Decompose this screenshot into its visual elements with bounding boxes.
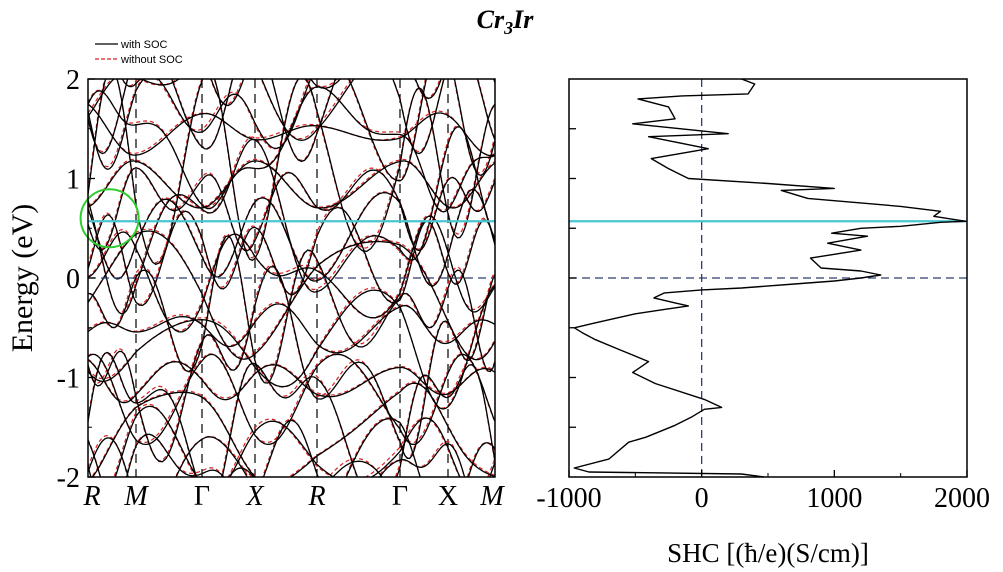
k-point-label: R bbox=[82, 481, 100, 512]
legend-label-without-soc: without SOC bbox=[120, 54, 183, 66]
shc-x-tick-label: 2000 bbox=[934, 483, 990, 514]
k-point-label: R bbox=[307, 481, 325, 512]
shc-x-tick-label: 0 bbox=[695, 483, 709, 514]
band-line-with-soc bbox=[88, 79, 495, 163]
band-line-without-soc bbox=[88, 358, 495, 402]
band-line-without-soc bbox=[88, 353, 495, 444]
band-y-tick-label: -2 bbox=[57, 463, 80, 494]
band-y-tick-label: -1 bbox=[57, 364, 80, 395]
band-line-with-soc bbox=[88, 359, 495, 404]
shc-x-axis-label: SHC [(ħ/e)(S/cm)] bbox=[667, 538, 869, 568]
k-point-label: Γ bbox=[392, 481, 408, 512]
shc-series-line bbox=[573, 79, 967, 477]
title-subscript: 3 bbox=[503, 18, 513, 38]
band-line-with-soc bbox=[88, 303, 495, 354]
k-point-label: X bbox=[438, 481, 458, 512]
band-y-tick-label: 2 bbox=[66, 65, 80, 96]
band-y-ticks: -2 -1 0 1 2 bbox=[57, 65, 95, 494]
band-line-without-soc bbox=[88, 79, 353, 140]
shc-x-tick-label: 1000 bbox=[806, 483, 862, 514]
shc-x-tick-label: -1000 bbox=[536, 483, 601, 514]
k-point-label: M bbox=[123, 481, 149, 512]
band-line-with-soc bbox=[88, 284, 495, 410]
band-line-without-soc bbox=[88, 352, 495, 477]
crossing-circle-marker bbox=[79, 188, 140, 249]
band-y-axis-label: Energy (eV) bbox=[6, 204, 39, 353]
k-point-label: Γ bbox=[194, 481, 210, 512]
band-line-without-soc bbox=[88, 417, 421, 477]
band-line-with-soc bbox=[88, 160, 495, 209]
chart-title: Cr3Ir bbox=[477, 5, 535, 38]
k-point-label: X bbox=[245, 481, 264, 512]
band-y-tick-label: 1 bbox=[66, 165, 80, 196]
band-line-with-soc bbox=[91, 382, 495, 477]
band-line-with-soc bbox=[88, 79, 355, 142]
k-point-label: M bbox=[479, 481, 505, 512]
band-line-with-soc bbox=[88, 351, 495, 477]
band-line-with-soc bbox=[121, 79, 495, 107]
legend-label-with-soc: with SOC bbox=[120, 39, 168, 51]
shc-curve bbox=[573, 79, 967, 477]
legend: with SOC without SOC bbox=[95, 39, 183, 66]
band-line-with-soc bbox=[88, 235, 495, 384]
band-line-with-soc bbox=[88, 215, 495, 333]
band-line-with-soc bbox=[88, 167, 495, 252]
band-line-with-soc bbox=[88, 230, 495, 361]
band-line-with-soc bbox=[88, 266, 495, 463]
shc-y-ticks bbox=[569, 128, 576, 428]
band-line-without-soc bbox=[88, 85, 495, 212]
band-line-with-soc bbox=[88, 206, 495, 306]
band-line-without-soc bbox=[88, 233, 495, 382]
shc-grid bbox=[569, 79, 967, 477]
band-line-with-soc bbox=[88, 79, 495, 182]
title-base: Cr bbox=[477, 5, 505, 34]
band-line-with-soc bbox=[88, 419, 466, 477]
band-curves bbox=[88, 79, 495, 477]
band-line-with-soc bbox=[88, 418, 421, 477]
band-line-with-soc bbox=[88, 79, 495, 266]
shc-x-ticks: -1000 0 1000 2000 bbox=[536, 470, 990, 514]
shc-panel: -1000 0 1000 2000 SHC [(ħ/e)(S/cm)] bbox=[536, 78, 990, 568]
band-overlays bbox=[79, 188, 495, 279]
title-tail: Ir bbox=[512, 5, 534, 34]
band-y-tick-label: 0 bbox=[66, 264, 80, 295]
band-line-without-soc bbox=[88, 301, 495, 353]
